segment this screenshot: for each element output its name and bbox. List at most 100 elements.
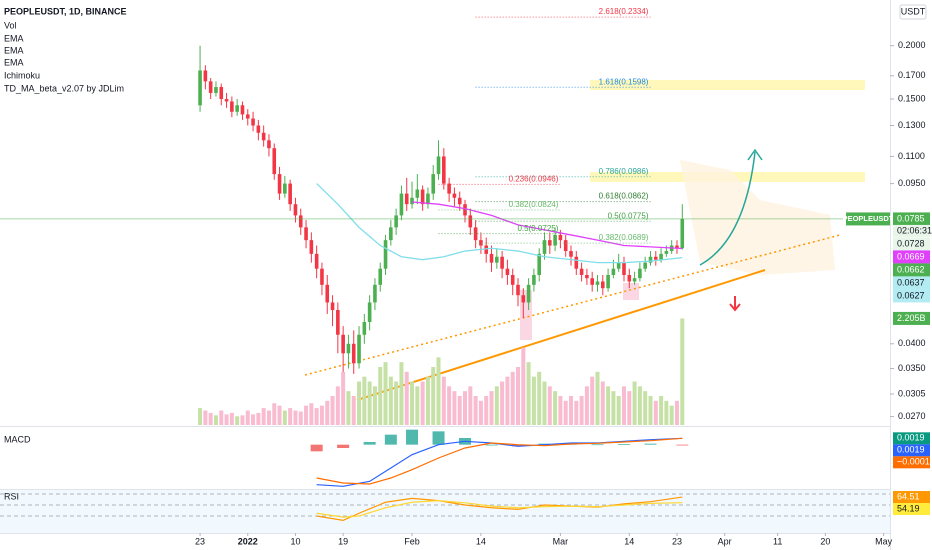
candle-body bbox=[436, 156, 441, 175]
volume-bar bbox=[256, 412, 261, 425]
price-label-box bbox=[893, 276, 930, 290]
volume-bar bbox=[425, 376, 430, 425]
countdown: 02:06:31 bbox=[897, 225, 932, 235]
indicator-label-box bbox=[893, 456, 930, 469]
y-tick-label: 0.0950 bbox=[898, 178, 926, 188]
candle-body bbox=[214, 87, 218, 93]
candle-body bbox=[314, 253, 319, 269]
candle-body bbox=[569, 251, 573, 257]
candle-body bbox=[235, 105, 239, 112]
pane-label: RSI bbox=[4, 491, 19, 501]
volume-bar bbox=[606, 386, 611, 425]
candle-body bbox=[627, 274, 632, 282]
candle-body bbox=[664, 251, 669, 254]
volume-bar bbox=[616, 396, 621, 425]
candle-body bbox=[495, 256, 499, 263]
volume-bar bbox=[500, 381, 505, 425]
candle-body bbox=[675, 245, 679, 249]
candle-body bbox=[219, 87, 224, 99]
indicator: EMA bbox=[4, 57, 24, 67]
candle-body bbox=[632, 278, 637, 282]
y-tick-label: 0.1500 bbox=[898, 93, 926, 103]
candle-body bbox=[330, 302, 335, 311]
volume-bar bbox=[394, 381, 399, 425]
volume-bar bbox=[553, 391, 558, 425]
candle-body bbox=[442, 156, 446, 184]
candle-body bbox=[224, 98, 229, 102]
volume-bar bbox=[388, 376, 393, 425]
candle-body bbox=[351, 343, 356, 364]
candle-body bbox=[426, 193, 430, 205]
x-tick-label: Apr bbox=[718, 536, 732, 546]
candle-body bbox=[277, 174, 282, 194]
candle-body bbox=[505, 268, 510, 275]
x-tick-label: 19 bbox=[338, 536, 348, 546]
x-tick-label: Mar bbox=[553, 536, 569, 546]
volume-bar bbox=[478, 400, 483, 425]
volume-bar bbox=[314, 408, 319, 425]
volume-bar bbox=[568, 396, 573, 425]
candle-body bbox=[622, 262, 626, 275]
volume-bar bbox=[595, 371, 600, 425]
candle-body bbox=[590, 278, 594, 285]
indicator: TD_MA_beta_v2.07 by JDLim bbox=[4, 83, 124, 93]
volume-bar bbox=[229, 412, 234, 425]
candle-body bbox=[579, 268, 584, 275]
y-tick-label: 0.0305 bbox=[898, 388, 926, 398]
volume-bar bbox=[351, 396, 356, 425]
candle-body bbox=[510, 274, 515, 285]
volume-bar bbox=[627, 391, 632, 425]
candle-body bbox=[526, 284, 531, 303]
candle-body bbox=[404, 193, 409, 205]
volume-bar bbox=[558, 396, 563, 425]
candle-body bbox=[553, 234, 557, 246]
indicator: EMA bbox=[4, 45, 24, 55]
volume-bar bbox=[415, 386, 420, 425]
volume-bar bbox=[198, 408, 203, 425]
candle-body bbox=[558, 234, 563, 241]
volume-bar bbox=[383, 362, 388, 425]
indicator-label: 54.19 bbox=[897, 503, 920, 513]
candle-body bbox=[473, 227, 478, 241]
price-label-box bbox=[893, 212, 930, 226]
indicator-label-box bbox=[893, 432, 930, 445]
volume-bar bbox=[261, 408, 266, 425]
candle-body bbox=[447, 183, 451, 194]
indicator: Ichimoku bbox=[4, 70, 40, 80]
price-label-box bbox=[893, 289, 930, 303]
volume-bar bbox=[510, 371, 515, 425]
candle-body bbox=[463, 204, 467, 216]
candle-body bbox=[648, 256, 653, 263]
price-label: 0.0637 bbox=[897, 277, 925, 287]
macd-histogram bbox=[406, 429, 419, 445]
volume-bar bbox=[590, 376, 595, 425]
volume-bar bbox=[309, 403, 314, 425]
x-tick-label: 10 bbox=[290, 536, 300, 546]
fib-zone bbox=[590, 80, 865, 90]
volume-bar bbox=[319, 405, 324, 425]
rsi-band bbox=[0, 490, 890, 533]
candle-body bbox=[198, 70, 202, 106]
macd-histogram bbox=[432, 431, 445, 445]
fib-label: 0.382(0.0824) bbox=[509, 200, 559, 209]
candle-body bbox=[479, 240, 483, 246]
candle-body bbox=[341, 334, 345, 354]
arrow-head bbox=[747, 148, 763, 161]
volume-bar bbox=[621, 386, 626, 425]
volume-bar bbox=[293, 410, 298, 425]
ema-line bbox=[316, 183, 683, 264]
volume-bar bbox=[674, 400, 679, 425]
x-tick-label: May bbox=[875, 536, 893, 546]
candle-body bbox=[548, 240, 552, 246]
volume-bar bbox=[669, 405, 674, 425]
price-label: 0.0627 bbox=[897, 290, 925, 300]
volume-bar bbox=[224, 414, 229, 425]
volume-bar bbox=[494, 386, 499, 425]
volume-bar bbox=[277, 405, 282, 425]
volume-bar bbox=[463, 391, 468, 425]
candle-body bbox=[325, 284, 330, 303]
volume-bar bbox=[484, 396, 489, 425]
volume-bar bbox=[637, 386, 642, 425]
volume-bar bbox=[219, 410, 224, 425]
